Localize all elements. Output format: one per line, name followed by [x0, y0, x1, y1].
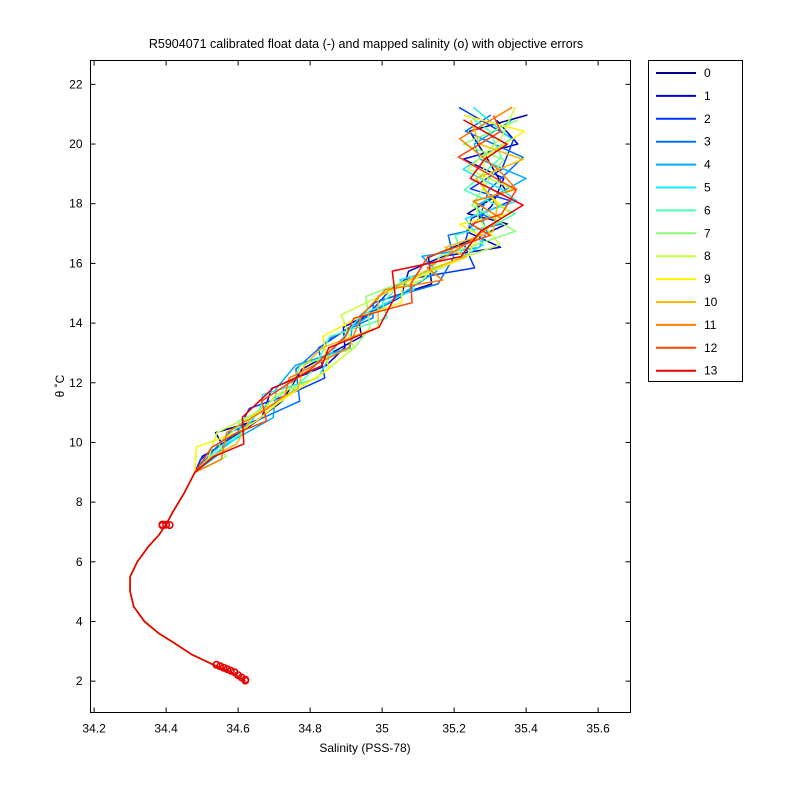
legend-box [648, 60, 743, 382]
legend-label: 11 [704, 318, 717, 332]
legend-label: 12 [704, 341, 718, 355]
y-tick-label: 20 [69, 137, 83, 151]
legend-label: 1 [704, 89, 711, 103]
y-tick-label: 18 [69, 197, 83, 211]
x-tick-label: 35.2 [442, 722, 466, 736]
legend-label: 0 [704, 66, 711, 80]
legend-label: 13 [704, 364, 718, 378]
plot-content [129, 106, 528, 685]
legend-label: 8 [704, 249, 711, 263]
y-tick-label: 2 [76, 674, 83, 688]
y-tick-label: 16 [69, 256, 83, 270]
y-tick-label: 10 [69, 435, 83, 449]
x-axis-label: Salinity (PSS-78) [319, 741, 410, 755]
legend-label: 3 [704, 135, 711, 149]
y-tick-label: 12 [69, 376, 83, 390]
legend-label: 7 [704, 226, 711, 240]
x-tick-label: 34.8 [298, 722, 322, 736]
plot-area [90, 60, 631, 713]
legend-label: 5 [704, 181, 711, 195]
y-tick-label: 14 [69, 316, 83, 330]
legend-label: 4 [704, 158, 711, 172]
x-tick-label: 34.6 [226, 722, 250, 736]
series-line-13 [129, 119, 524, 682]
legend-label: 9 [704, 272, 711, 286]
legend-label: 2 [704, 112, 711, 126]
y-axis-label: θ ˚C [53, 374, 67, 397]
x-tick-label: 34.2 [82, 722, 106, 736]
x-axis: 34.2 34.4 34.6 34.8 35 35.2 35.4 35.6 [82, 60, 610, 736]
y-tick-label: 4 [76, 614, 83, 628]
mapped-salinity-point [241, 676, 250, 685]
y-axis: 2 4 6 8 10 12 14 16 18 20 22 [69, 77, 631, 688]
mapped-salinity-point [165, 521, 174, 530]
x-tick-label: 35.4 [514, 722, 538, 736]
y-tick-label: 22 [69, 77, 83, 91]
legend-label: 6 [704, 203, 711, 217]
x-tick-label: 35.6 [586, 722, 610, 736]
x-tick-label: 34.4 [154, 722, 178, 736]
mapped-salinity-point [162, 520, 171, 529]
chart-title: R5904071 calibrated float data (-) and m… [149, 37, 583, 51]
mapped-salinity-point [158, 520, 167, 529]
y-tick-label: 8 [76, 495, 83, 509]
x-tick-label: 35 [375, 722, 389, 736]
y-tick-label: 6 [76, 555, 83, 569]
legend-label: 10 [704, 295, 718, 309]
